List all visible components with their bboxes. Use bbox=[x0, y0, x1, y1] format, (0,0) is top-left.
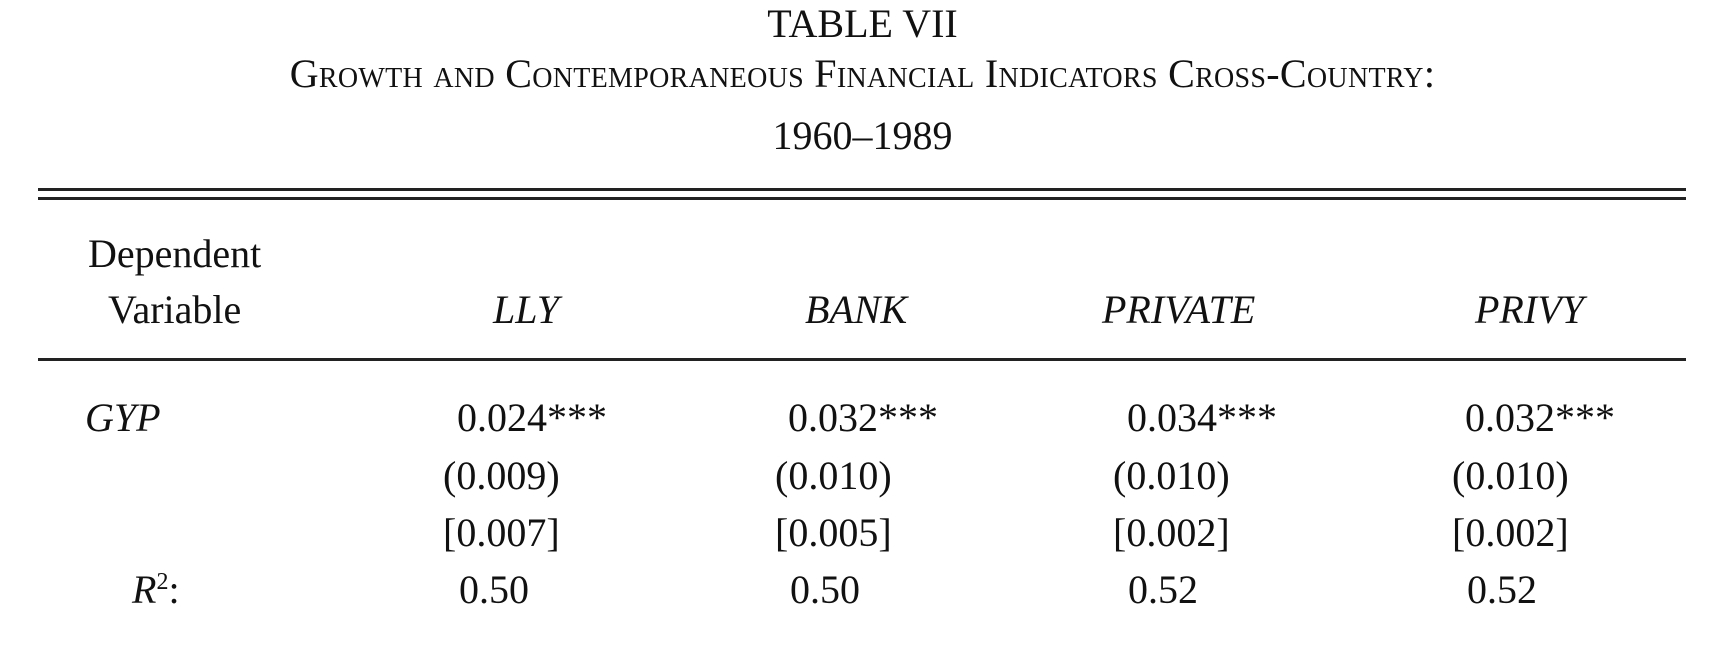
r2-label: R2: bbox=[132, 568, 180, 612]
column-header-private: PRIVATE bbox=[1102, 287, 1256, 332]
r2-label-suffix: : bbox=[168, 567, 180, 612]
table-years: 1960–1989 bbox=[772, 113, 953, 158]
coef-lly: 0.024*** bbox=[457, 395, 607, 440]
header-row-label-line1: Dependent bbox=[88, 231, 262, 276]
header-rule bbox=[38, 358, 1686, 361]
r2-lly: 0.50 bbox=[459, 567, 529, 612]
table-subtitle: Growth and Contemporaneous Financial Ind… bbox=[289, 51, 1436, 96]
top-rule-lower bbox=[38, 197, 1686, 200]
table-title: TABLE VII bbox=[767, 1, 958, 46]
coef-privy: 0.032*** bbox=[1465, 395, 1615, 440]
coef-private: 0.034*** bbox=[1127, 395, 1277, 440]
se-bank: (0.010) bbox=[775, 453, 892, 498]
se-privy: (0.010) bbox=[1452, 453, 1569, 498]
top-rule-upper bbox=[38, 188, 1686, 191]
column-header-privy: PRIVY bbox=[1475, 287, 1584, 332]
pval-privy: [0.002] bbox=[1452, 510, 1569, 555]
coef-bank: 0.032*** bbox=[788, 395, 938, 440]
r2-bank: 0.50 bbox=[790, 567, 860, 612]
r2-label-sup: 2 bbox=[156, 569, 169, 595]
pval-lly: [0.007] bbox=[443, 510, 560, 555]
column-header-lly: LLY bbox=[493, 287, 559, 332]
r2-privy: 0.52 bbox=[1467, 567, 1537, 612]
pval-bank: [0.005] bbox=[775, 510, 892, 555]
header-row-label-line2: Variable bbox=[108, 287, 242, 332]
pval-private: [0.002] bbox=[1113, 510, 1230, 555]
se-lly: (0.009) bbox=[443, 453, 560, 498]
row-label-gyp: GYP bbox=[85, 395, 161, 440]
r2-label-base: R bbox=[132, 567, 157, 612]
se-private: (0.010) bbox=[1113, 453, 1230, 498]
r2-private: 0.52 bbox=[1128, 567, 1198, 612]
column-header-bank: BANK bbox=[805, 287, 908, 332]
